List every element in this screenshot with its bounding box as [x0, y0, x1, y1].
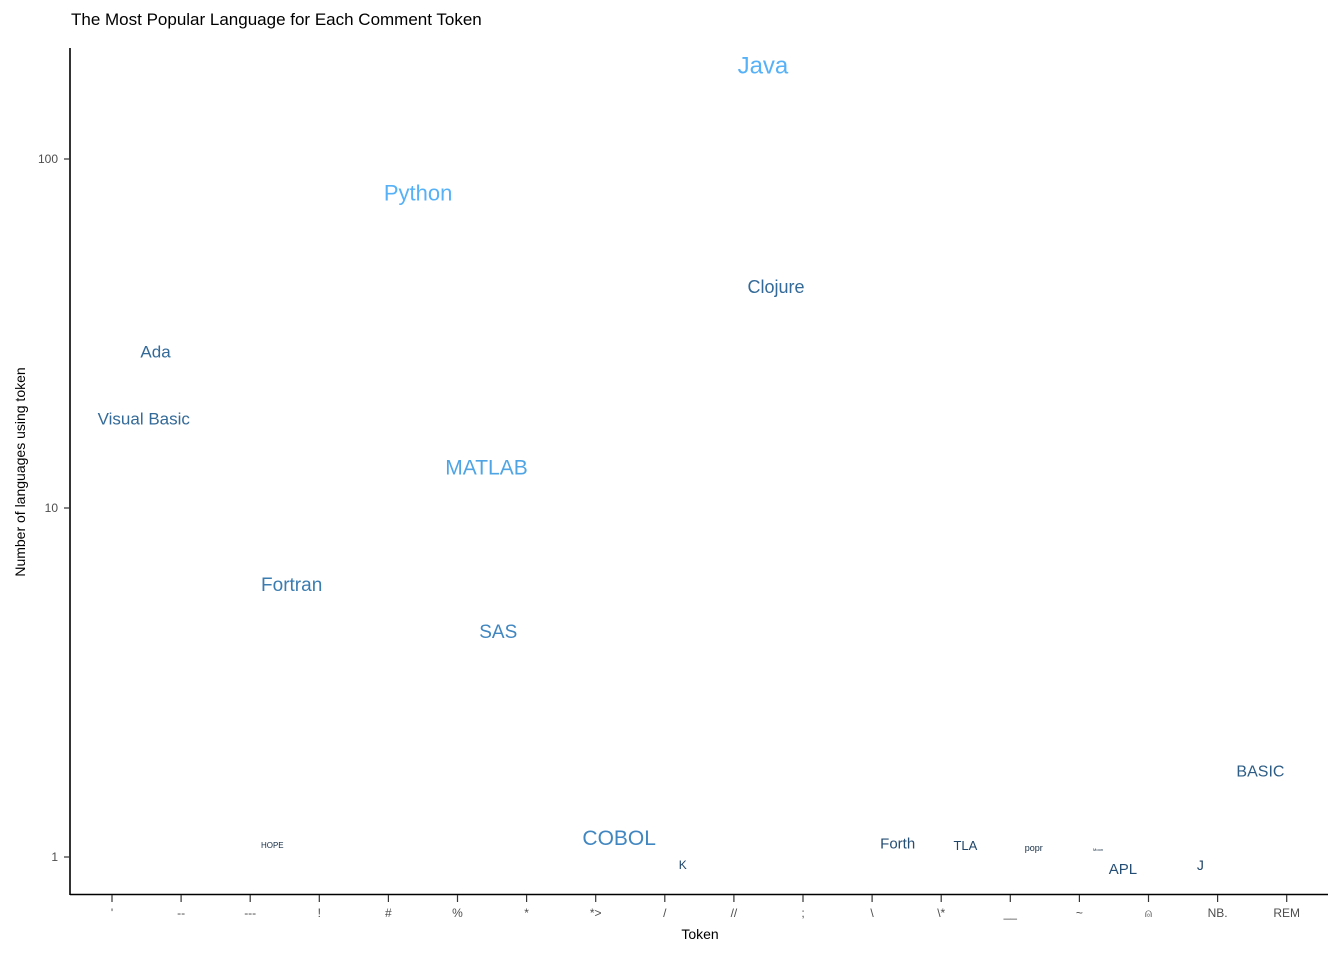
x-ticks: ' -- ---! #% * *> ///; \ \* __ ~ ⍝ NB. REM: [111, 895, 1300, 920]
x-tick-label: REM: [1273, 906, 1300, 920]
y-tick-label: 10: [45, 501, 59, 515]
point-label: BASIC: [1236, 764, 1284, 781]
point-label: Fortran: [261, 575, 322, 596]
x-tick-label: /: [663, 906, 667, 920]
x-tick-label: *: [524, 906, 529, 920]
x-tick-label: NB.: [1208, 906, 1228, 920]
point-label: COBOL: [582, 827, 656, 850]
y-tick-label: 100: [38, 152, 58, 166]
point-label: SAS: [479, 622, 517, 643]
point-label: HOPE: [261, 841, 284, 850]
x-tick-label: #: [385, 906, 392, 920]
y-ticks: 1 10 100: [38, 152, 70, 864]
x-axis-title: Token: [681, 926, 718, 942]
y-axis-title: Number of languages using token: [12, 367, 28, 576]
point-labels: Ada Visual Basic HOPE Fortran Python MATLAB SA…: [98, 52, 1285, 878]
point-label: K: [679, 858, 687, 872]
point-label: Java: [738, 52, 789, 79]
point-label: Visual Basic: [98, 409, 191, 428]
x-tick-label: ---: [244, 906, 256, 920]
x-tick-label: \*: [937, 906, 945, 920]
point-label: TLA: [953, 838, 977, 853]
x-tick-label: ⍝: [1145, 906, 1152, 920]
x-tick-label: ~: [1076, 906, 1083, 920]
x-tick-label: ': [111, 906, 113, 920]
point-label: APL: [1109, 861, 1137, 878]
x-tick-label: __: [1003, 906, 1018, 920]
x-tick-label: *>: [590, 906, 602, 920]
point-label: Moon: [1093, 847, 1103, 852]
point-label: J: [1197, 857, 1204, 873]
x-tick-label: %: [452, 906, 463, 920]
x-tick-label: --: [177, 906, 185, 920]
point-label: Clojure: [748, 277, 805, 297]
x-tick-label: \: [870, 906, 874, 920]
point-label: MATLAB: [445, 457, 527, 480]
x-tick-label: !: [318, 906, 321, 920]
point-label: Forth: [880, 835, 915, 852]
x-tick-label: ;: [801, 906, 804, 920]
chart-title: The Most Popular Language for Each Comme…: [71, 10, 482, 29]
point-label: Ada: [140, 342, 171, 361]
x-tick-label: //: [731, 906, 738, 920]
point-label: popr: [1025, 843, 1043, 853]
point-label: Python: [384, 180, 453, 205]
y-tick-label: 1: [51, 850, 58, 864]
